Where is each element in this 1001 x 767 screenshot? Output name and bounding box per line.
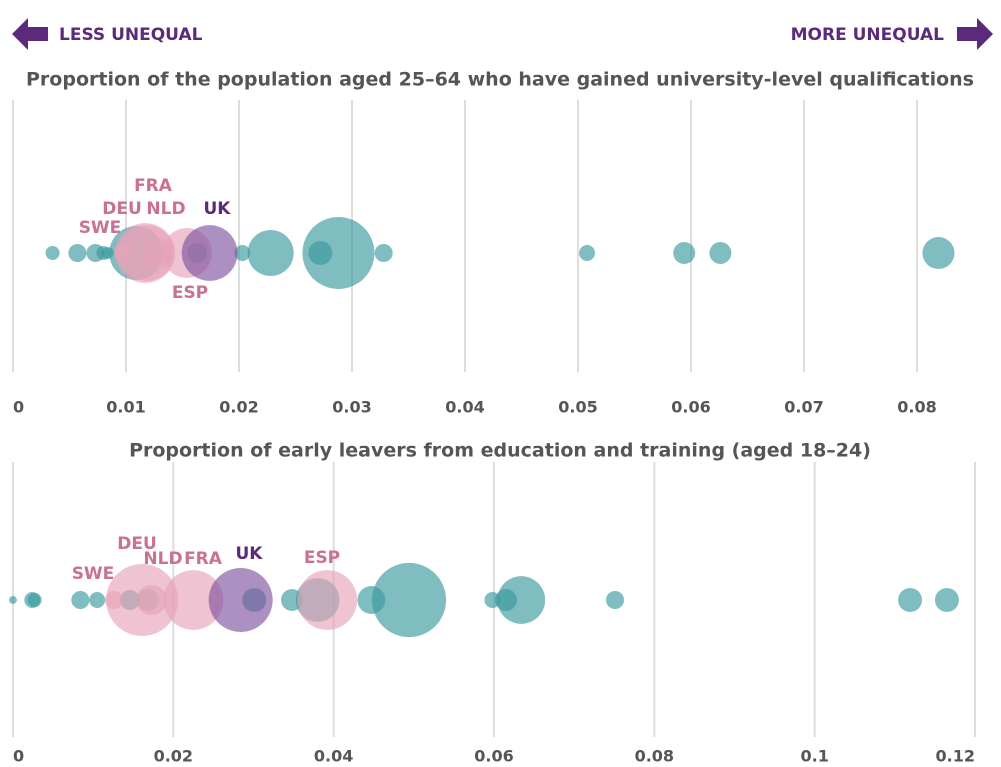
x-tick-label: 0.1: [800, 747, 828, 766]
bubble: [497, 576, 546, 624]
chart-title: Proportion of early leavers from educati…: [129, 440, 871, 462]
x-tick-label: 0.04: [314, 747, 353, 766]
bubble: [163, 570, 224, 630]
country-label: DEU: [117, 534, 157, 554]
left-arrow: [12, 18, 48, 50]
country-label: SWE: [79, 218, 122, 238]
x-tick-label: 0: [13, 747, 24, 766]
x-tick-label: 0.08: [635, 747, 674, 766]
bubble: [68, 243, 87, 263]
x-tick-label: 0.03: [332, 398, 371, 417]
x-tick-label: 0.12: [936, 747, 975, 766]
country-label: SWE: [72, 564, 115, 584]
x-tick-label: 0.05: [558, 398, 597, 417]
bubble: [297, 570, 358, 630]
x-tick-label: 0: [13, 398, 24, 417]
x-tick-label: 0.01: [106, 398, 145, 417]
bubble: [934, 588, 959, 612]
x-tick-label: 0.06: [671, 398, 710, 417]
country-label: UK: [236, 544, 264, 564]
country-label: FRA: [134, 176, 173, 196]
bubble: [709, 242, 732, 264]
chart-title: Proportion of the population aged 25–64 …: [26, 69, 974, 91]
right-arrow: [957, 18, 993, 50]
country-label: UK: [204, 199, 232, 219]
bubble: [371, 562, 447, 638]
country-label: NLD: [143, 549, 182, 569]
x-tick-label: 0.08: [897, 398, 936, 417]
bubble: [234, 245, 251, 261]
bubble: [9, 596, 17, 604]
bubble: [181, 225, 238, 281]
country-label: FRA: [184, 549, 223, 569]
country-label: DEU: [102, 199, 142, 219]
bubble: [898, 588, 923, 612]
bubble: [27, 592, 42, 608]
bubble: [606, 590, 625, 610]
x-tick-label: 0.07: [784, 398, 823, 417]
x-tick-label: 0.06: [474, 747, 513, 766]
bubble: [89, 592, 106, 608]
bubble: [922, 236, 955, 270]
bubble: [136, 584, 167, 616]
bubble: [302, 217, 375, 289]
bubble: [45, 245, 60, 261]
bubble: [208, 568, 273, 632]
country-label: ESP: [172, 283, 208, 303]
header-right: MORE UNEQUAL: [791, 25, 945, 45]
bubble: [71, 590, 90, 610]
bubble: [374, 243, 393, 263]
country-label: ESP: [304, 548, 340, 568]
header-left: LESS UNEQUAL: [59, 25, 203, 45]
x-tick-label: 0.02: [219, 398, 258, 417]
bubble: [673, 242, 696, 264]
x-tick-label: 0.04: [445, 398, 484, 417]
x-tick-label: 0.02: [154, 747, 193, 766]
bubble: [118, 225, 175, 281]
bubble: [247, 229, 294, 277]
country-label: NLD: [146, 199, 185, 219]
bubble: [579, 245, 596, 261]
